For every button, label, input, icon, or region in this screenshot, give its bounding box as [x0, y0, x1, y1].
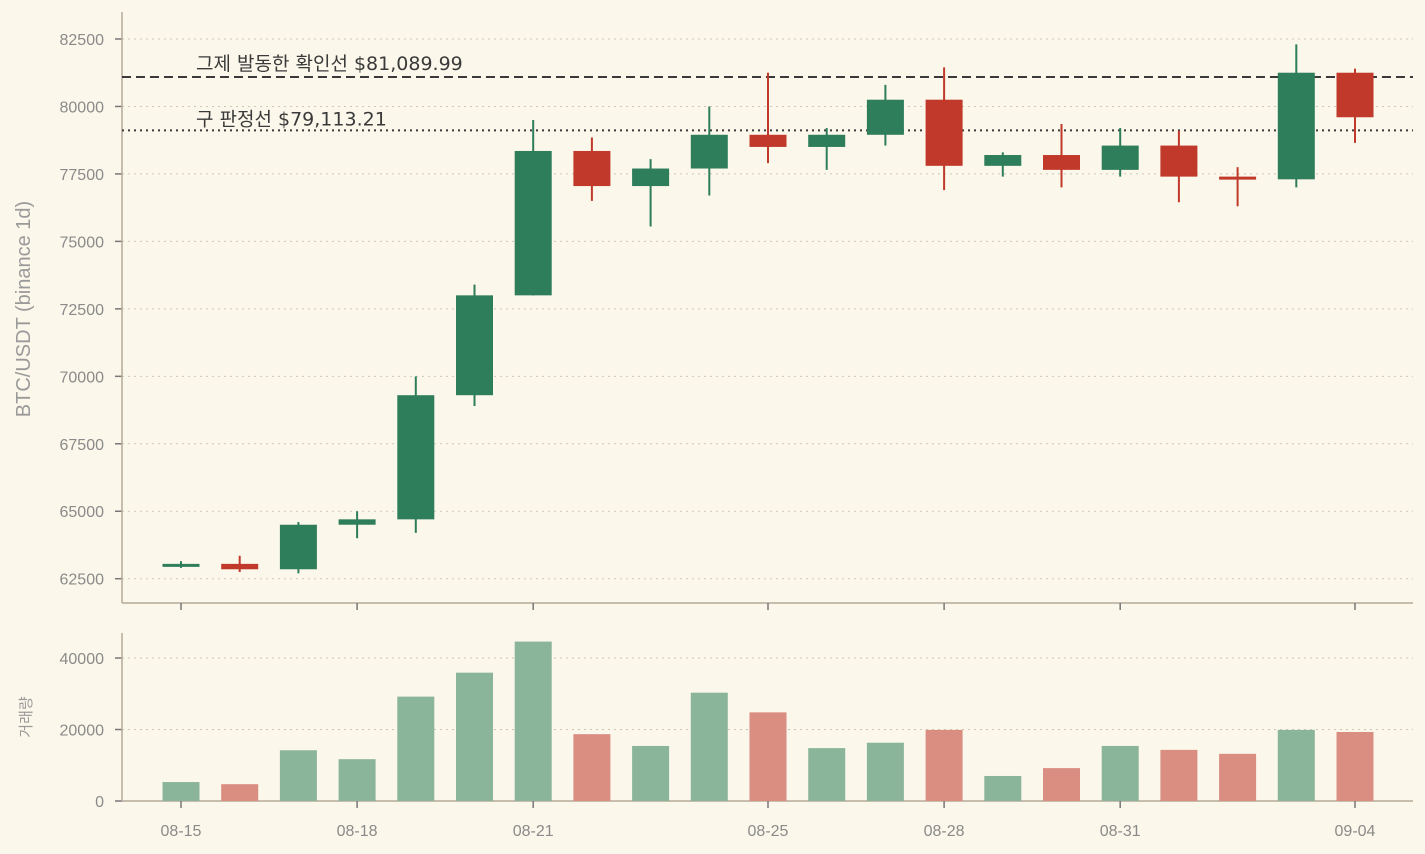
- candle-body: [925, 99, 963, 166]
- price-y-tick-label: 70000: [60, 369, 105, 386]
- price-panel: 62500 65000 67500 70000 72500 75000 77500 80000…: [60, 12, 1413, 610]
- candle-body: [162, 563, 200, 567]
- candle-body: [749, 134, 787, 147]
- volume-bar: [925, 729, 963, 801]
- x-tick-label: 08-21: [513, 823, 554, 840]
- price-y-tick-label: 77500: [60, 167, 105, 184]
- candle-body: [397, 395, 435, 520]
- candle-body: [808, 134, 846, 147]
- price-y-tick-label: 62500: [60, 572, 105, 589]
- candle-body: [632, 168, 670, 187]
- price-y-tick-label: 65000: [60, 504, 105, 521]
- x-tick-label: 08-28: [924, 823, 965, 840]
- volume-bar: [456, 672, 493, 801]
- volume-bar: [279, 750, 317, 801]
- volume-y-tick-label: 20000: [60, 723, 105, 740]
- volume-bar: [397, 696, 435, 801]
- volume-bar: [1219, 753, 1257, 801]
- volume-bar: [1043, 768, 1080, 801]
- candle-body: [1043, 155, 1080, 170]
- price-y-tick-label: 75000: [60, 234, 105, 251]
- candle-body: [573, 150, 611, 187]
- x-tick-label: 08-18: [337, 823, 378, 840]
- x-tick-label: 08-15: [161, 823, 202, 840]
- volume-bar: [808, 748, 846, 801]
- volume-bar: [749, 712, 787, 801]
- candle-body: [866, 99, 904, 135]
- price-y-tick-label: 82500: [60, 32, 105, 49]
- confirm-line-label: 그제 발동한 확인선 $81,089.99: [196, 53, 463, 75]
- candle-body: [279, 524, 317, 570]
- candle-body: [221, 563, 259, 570]
- candle-body: [984, 155, 1022, 166]
- candle-body: [456, 295, 493, 396]
- volume-bar: [338, 759, 376, 801]
- candle-body: [1219, 176, 1257, 180]
- x-tick-label: 09-04: [1335, 823, 1376, 840]
- volume-bar: [1336, 732, 1374, 801]
- volume-bar: [573, 734, 611, 801]
- volume-bar: [162, 782, 200, 801]
- volume-bar: [1160, 749, 1198, 801]
- volume-y-tick-label: 0: [95, 794, 104, 811]
- volume-bar: [1101, 745, 1139, 801]
- candle-body: [1160, 145, 1198, 177]
- volume-bar: [221, 784, 259, 801]
- price-axis-title: BTC/USDT (binance 1d): [13, 201, 35, 417]
- volume-y-tick-label: 40000: [60, 651, 105, 668]
- candle-body: [690, 134, 728, 169]
- price-y-tick-label: 67500: [60, 437, 105, 454]
- candle-body: [514, 150, 552, 296]
- candle-body: [1101, 145, 1139, 170]
- x-tick-label: 08-31: [1100, 823, 1141, 840]
- volume-panel: 0 20000 40000 08-15 08-18 08-21 08-25 08-28 08-3…: [60, 633, 1413, 840]
- judgment-line-label: 구 판정선 $79,113.21: [196, 108, 387, 130]
- candle-body: [1336, 72, 1374, 118]
- candle-body: [1277, 72, 1315, 180]
- volume-axis-title: 거래량: [17, 696, 35, 738]
- volume-bar: [514, 641, 552, 801]
- candle-body: [338, 519, 376, 525]
- price-y-tick-label: 72500: [60, 302, 105, 319]
- volume-bar: [984, 775, 1022, 801]
- volume-bar: [1277, 729, 1315, 801]
- volume-bar: [690, 692, 728, 801]
- volume-bar: [632, 745, 670, 801]
- x-tick-label: 08-25: [748, 823, 789, 840]
- price-y-tick-label: 80000: [60, 99, 105, 116]
- volume-bar: [866, 742, 904, 801]
